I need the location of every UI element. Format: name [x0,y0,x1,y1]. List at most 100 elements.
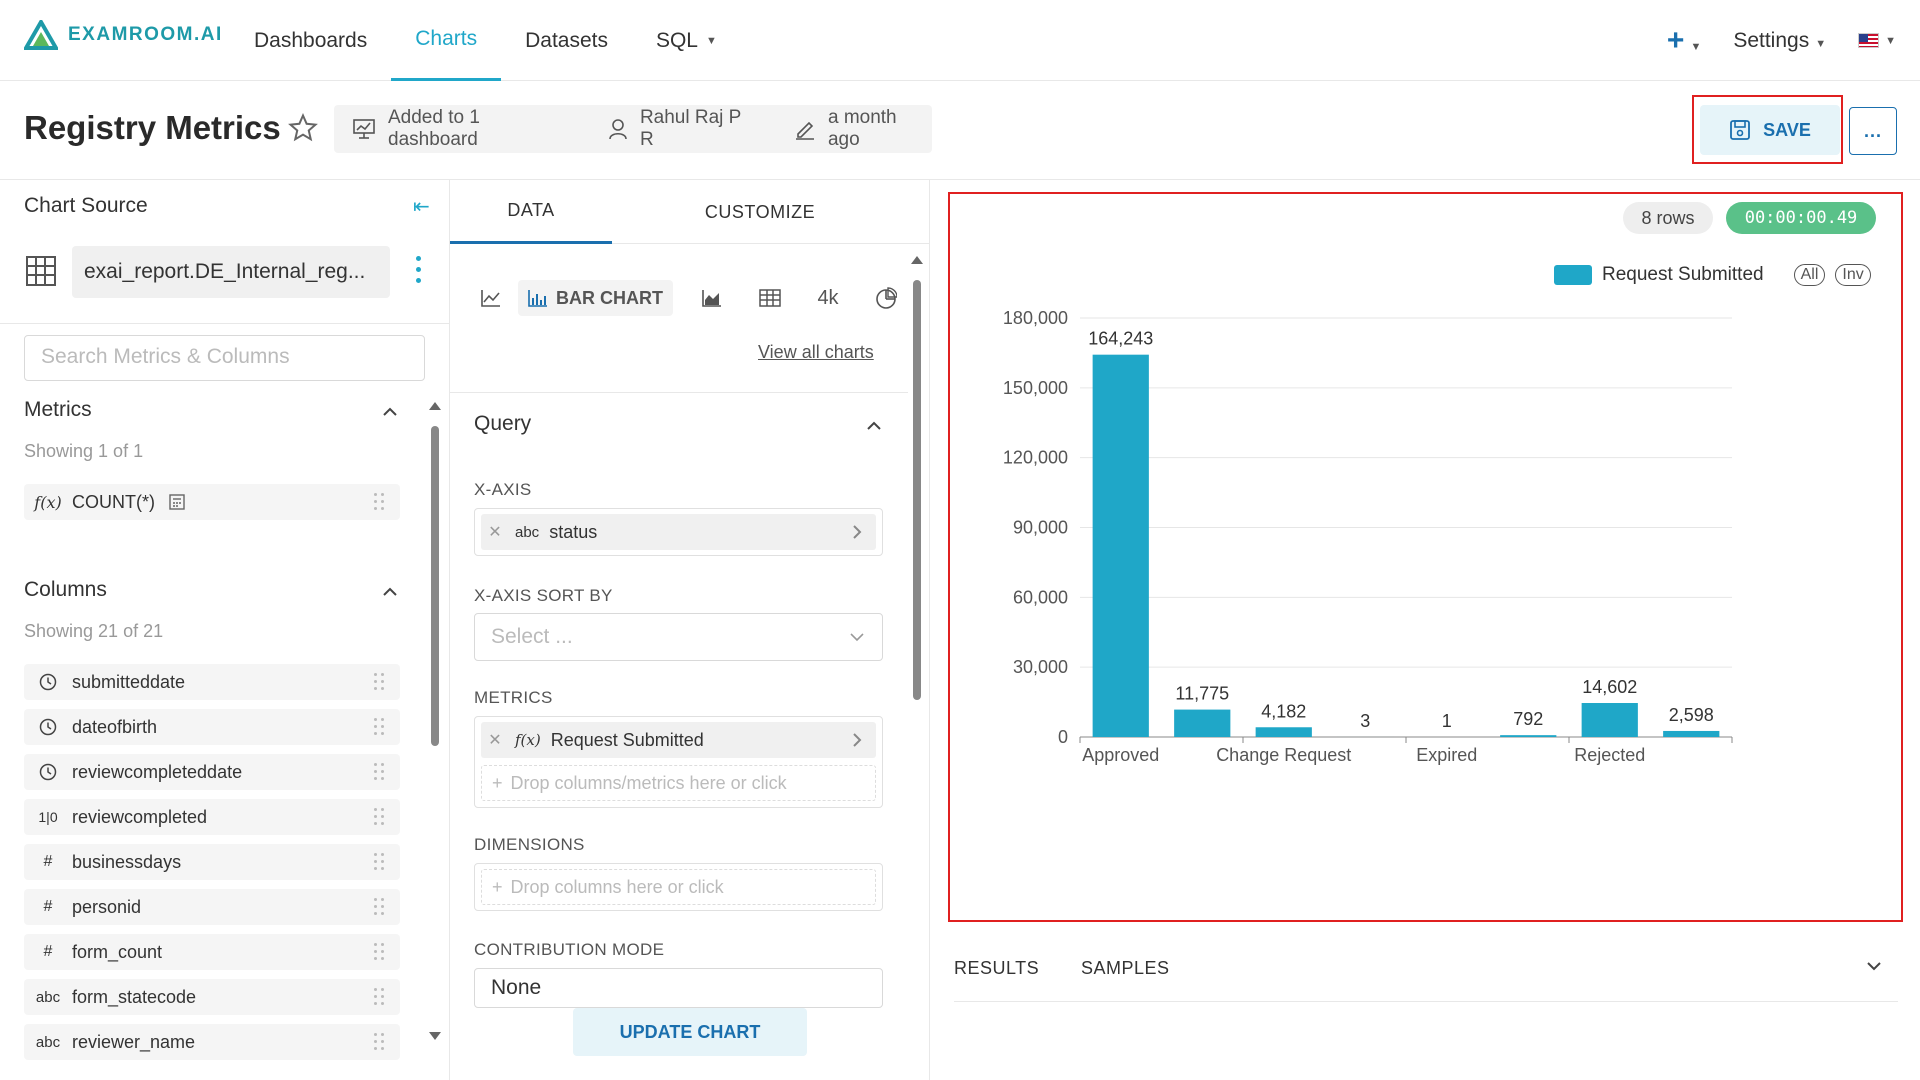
clock-icon [24,673,72,691]
drag-handle-icon[interactable] [374,853,384,871]
chevron-up-icon[interactable] [380,402,400,422]
column-item[interactable]: # personid [24,889,400,925]
view-all-charts-link[interactable]: View all charts [758,342,874,362]
user-icon [609,119,627,140]
drag-handle-icon[interactable] [374,763,384,781]
nav-dashboards[interactable]: Dashboards [230,0,391,81]
dashboard-info[interactable]: Added to 1 dashboard [388,107,480,150]
nav-datasets[interactable]: Datasets [501,0,632,81]
y-tick-label: 180,000 [1003,308,1068,328]
dimensions-field[interactable]: + Drop columns here or click [474,863,883,911]
query-section-title[interactable]: Query [474,412,532,435]
dataset-menu-icon[interactable] [416,256,422,289]
left-scrollbar[interactable] [429,402,441,1042]
table-chart-icon[interactable] [741,280,799,316]
x-axis-sort-select[interactable]: Select ... [474,613,883,661]
bar [1174,709,1231,737]
metric-item[interactable]: f(x) COUNT(*) [24,484,400,520]
tab-customize[interactable]: CUSTOMIZE [612,180,908,244]
column-item[interactable]: 1|0 reviewcompleted [24,799,400,835]
tab-data[interactable]: DATA [450,180,612,244]
legend-label[interactable]: Request Submitted [1602,264,1764,285]
string-abc-icon: abc [515,523,540,541]
nav-charts[interactable]: Charts [391,0,502,81]
numeric-hash-icon: # [43,943,53,960]
settings-menu[interactable]: Settings ▼ [1733,29,1826,53]
data-label: 164,243 [1088,329,1153,349]
chevron-right-icon[interactable] [850,524,864,540]
collapse-panel-icon[interactable]: ⇤ [413,196,430,218]
chevron-down-icon[interactable] [1864,956,1884,976]
drag-handle-icon[interactable] [374,808,384,826]
dataset-selector[interactable]: exai_report.DE_Internal_reg... [72,246,390,298]
big-number-icon[interactable]: 4k [799,280,857,316]
tab-results[interactable]: RESULTS [954,958,1040,978]
drag-handle-icon[interactable] [374,988,384,1006]
dimension-drop-zone[interactable]: + Drop columns here or click [481,869,876,905]
contribution-mode-select[interactable]: None [474,968,883,1008]
nav-label: SQL [655,28,698,52]
favorite-star-icon[interactable] [288,113,318,143]
metric-drop-zone[interactable]: + Drop columns/metrics here or click [481,765,876,801]
row-count-badge: 8 rows [1623,202,1713,234]
legend-select-all[interactable]: All [1793,264,1826,286]
bar [1581,703,1638,737]
update-chart-button[interactable]: UPDATE CHART [573,1008,807,1056]
column-item[interactable]: abc form_statecode [24,979,400,1015]
bar [1663,730,1720,737]
columns-section-title[interactable]: Columns [24,578,107,601]
drag-handle-icon[interactable] [374,943,384,961]
drag-handle-icon[interactable] [374,1033,384,1051]
column-label: form_statecode [72,986,197,1007]
drag-handle-icon[interactable] [374,718,384,736]
column-item[interactable]: dateofbirth [24,709,400,745]
caret-down-icon: ▼ [1885,34,1896,47]
nav-sql[interactable]: SQL ▼ [632,0,741,81]
legend-swatch[interactable] [1554,265,1592,285]
more-actions-button[interactable]: ... [1849,107,1897,155]
chevron-down-icon [850,633,864,642]
remove-icon[interactable]: ✕ [488,524,502,541]
language-menu[interactable]: ▼ [1858,33,1896,48]
control-scrollbar[interactable] [911,256,923,896]
chevron-right-icon[interactable] [850,732,864,748]
column-label: form_count [72,941,163,962]
drag-handle-icon[interactable] [374,673,384,691]
logo-icon [24,20,58,50]
x-axis-field[interactable]: ✕ abc status [474,508,883,556]
legend-invert[interactable]: Inv [1835,264,1871,286]
column-item[interactable]: submitteddate [24,664,400,700]
column-item[interactable]: # businessdays [24,844,400,880]
tab-samples[interactable]: SAMPLES [1081,958,1170,978]
column-item[interactable]: reviewcompleteddate [24,754,400,790]
column-item[interactable]: abc reviewer_name [24,1024,400,1060]
drag-handle-icon[interactable] [374,898,384,916]
datasource-panel: Chart Source ⇤ exai_report.DE_Internal_r… [0,180,450,1080]
column-label: reviewcompleteddate [72,761,243,782]
chevron-up-icon[interactable] [864,416,884,436]
brand-logo[interactable]: EXAMROOM.AI [24,20,223,50]
new-menu[interactable]: + ▼ [1667,24,1701,58]
columns-count: Showing 21 of 21 [24,621,164,641]
metrics-section-title[interactable]: Metrics [24,398,92,421]
bar-chart-selected[interactable]: BAR CHART [518,280,673,316]
pie-chart-icon[interactable] [857,280,915,316]
modified-time: a month ago [827,107,897,150]
drag-handle-icon[interactable] [374,493,384,511]
area-chart-icon[interactable] [683,280,741,316]
column-item[interactable]: # form_count [24,934,400,970]
metrics-columns-search[interactable]: Search Metrics & Columns [24,335,425,381]
y-tick-label: 90,000 [1013,518,1068,538]
metrics-field[interactable]: ✕ f(x) Request Submitted + Drop columns/m… [474,716,883,808]
tab-label: DATA [507,200,555,220]
control-panel: DATA CUSTOMIZE BAR CHART 4k View all cha… [450,180,930,1080]
chart-title[interactable]: Registry Metrics [24,109,281,146]
y-tick-label: 0 [1058,727,1068,747]
chevron-up-icon[interactable] [380,582,400,602]
remove-icon[interactable]: ✕ [488,732,502,749]
column-label: reviewer_name [72,1031,196,1052]
save-button[interactable]: SAVE [1700,105,1840,155]
column-label: submitteddate [72,671,186,692]
query-time-badge: 00:00:00.49 [1726,202,1876,234]
line-chart-icon[interactable] [474,280,508,316]
